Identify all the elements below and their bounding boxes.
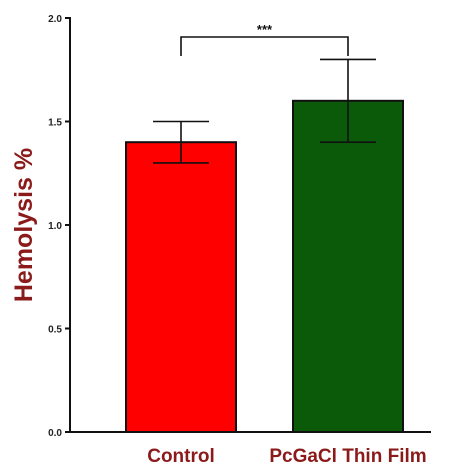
y-tick-label: 2.0: [48, 14, 62, 25]
x-category-label: Control: [147, 446, 215, 467]
y-tick-label: 0.0: [48, 428, 62, 439]
x-category-label: PcGaCl Thin Film: [269, 446, 426, 467]
significance-stars: ***: [257, 22, 273, 37]
y-tick-label: 1.5: [48, 118, 62, 129]
bars: [125, 99, 404, 434]
y-tick-label: 1.0: [48, 221, 62, 232]
y-tick-label: 0.5: [48, 325, 62, 336]
y-axis-label: Hemolysis %: [10, 148, 38, 302]
error-bars: [153, 58, 376, 164]
bar: [292, 99, 404, 434]
significance-annotation: ***: [180, 22, 349, 56]
bar: [125, 141, 237, 433]
significance-bracket: [180, 36, 349, 56]
